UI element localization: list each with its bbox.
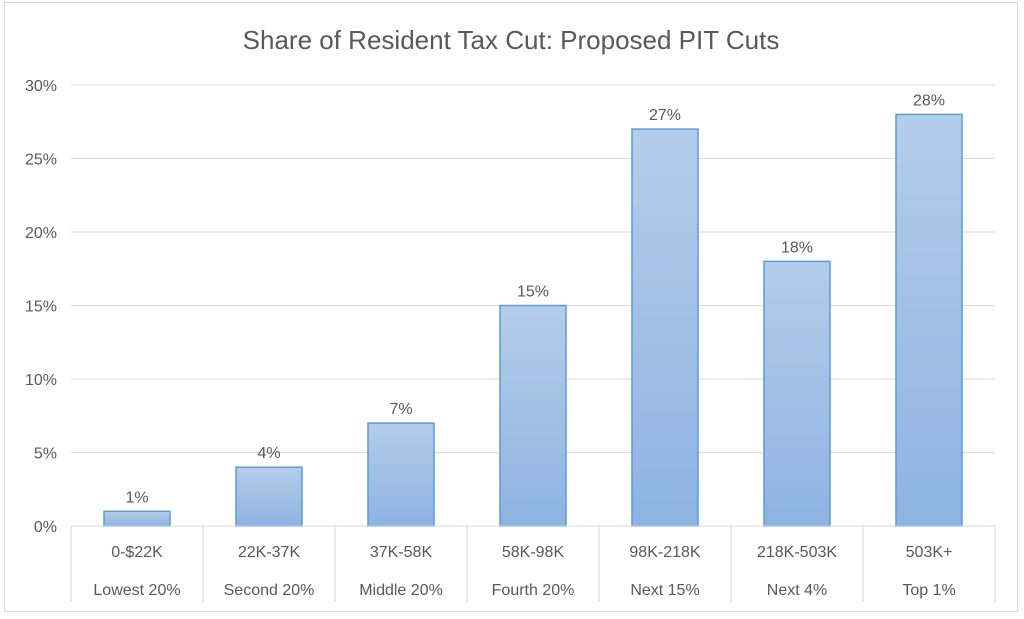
data-label: 7%	[389, 401, 412, 418]
x-group-label: Second 20%	[224, 582, 315, 599]
x-group-label: Middle 20%	[359, 582, 443, 599]
y-tick-label: 10%	[25, 372, 57, 389]
x-group-label: Next 15%	[630, 582, 699, 599]
x-category-label: 503K+	[906, 544, 953, 561]
chart-title: Share of Resident Tax Cut: Proposed PIT …	[243, 25, 780, 55]
y-tick-label: 15%	[25, 299, 57, 316]
chart-frame: Share of Resident Tax Cut: Proposed PIT …	[4, 2, 1018, 612]
bar	[103, 510, 171, 527]
x-category-label: 98K-218K	[629, 544, 700, 561]
bar	[235, 466, 303, 527]
y-axis-ticks: 0% 5% 10% 15% 20% 25% 30%	[25, 78, 57, 536]
data-label: 1%	[125, 489, 148, 506]
x-group-label: Fourth 20%	[492, 582, 575, 599]
y-tick-label: 5%	[34, 446, 57, 463]
data-label: 27%	[649, 107, 681, 124]
x-category-label: 58K-98K	[502, 544, 565, 561]
bar	[367, 422, 435, 527]
bar	[499, 304, 567, 527]
x-category-label: 37K-58K	[370, 544, 433, 561]
bar	[895, 113, 963, 527]
data-label: 4%	[257, 445, 280, 462]
y-tick-label: 20%	[25, 225, 57, 242]
x-group-label: Lowest 20%	[93, 582, 180, 599]
data-label: 28%	[913, 92, 945, 109]
y-tick-label: 0%	[34, 519, 57, 536]
x-group-label: Top 1%	[902, 582, 955, 599]
data-label: 15%	[517, 284, 549, 301]
y-tick-label: 25%	[25, 152, 57, 169]
data-labels: 1% 4% 7% 15% 27% 18% 28%	[125, 92, 945, 506]
x-category-label: 22K-37K	[238, 544, 301, 561]
bar	[631, 128, 699, 527]
y-tick-label: 30%	[25, 78, 57, 95]
x-group-label: Next 4%	[767, 582, 827, 599]
data-label: 18%	[781, 239, 813, 256]
bar	[763, 260, 831, 527]
x-category-label: 0-$22K	[111, 544, 163, 561]
x-axis: 0-$22K Lowest 20% 22K-37K Second 20% 37K-58K…	[70, 525, 996, 602]
x-category-label: 218K-503K	[757, 544, 837, 561]
bars	[103, 113, 963, 527]
bar-chart: Share of Resident Tax Cut: Proposed PIT …	[25, 25, 996, 602]
